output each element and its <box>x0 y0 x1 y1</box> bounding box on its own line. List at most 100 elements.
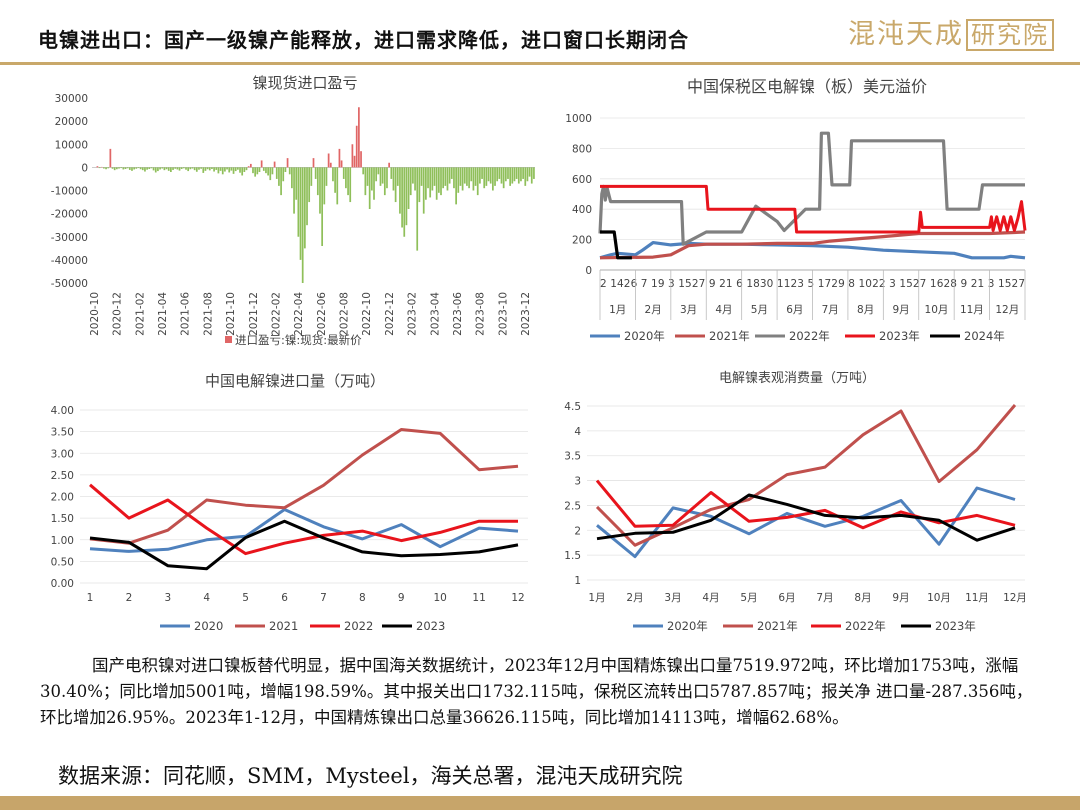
chart-import-volume: 中国电解镍进口量（万吨） 4.00 3.50 3.00 2.50 2.00 1.50 1.00… <box>51 372 528 633</box>
month-label: 1月 <box>609 304 626 316</box>
legend-label: 2022年 <box>845 619 886 633</box>
x-tick-label: 2 <box>126 592 133 604</box>
y-tick-label: 1.50 <box>51 513 74 525</box>
y-tick-label: 2.5 <box>564 500 581 512</box>
footer-bar <box>0 796 1080 810</box>
x-tick-label: 2023-08 <box>475 292 487 336</box>
month-label: 7月 <box>822 304 839 316</box>
month-label: 2月 <box>645 304 662 316</box>
chart-import-profit: 镍现货进口盈亏 30000 20000 10000 0 -10000 -20000 -3000… <box>51 74 535 347</box>
analysis-paragraph: 国产电积镍对进口镍板替代明显，据中国海关数据统计，2023年12月中国精炼镍出口… <box>40 656 1033 727</box>
series-line <box>595 404 1017 547</box>
month-label: 6月 <box>786 304 803 316</box>
y-tick-label: 2.00 <box>51 492 74 504</box>
x-tick-label: 2021-10 <box>225 292 237 336</box>
x-tick-label: 8 <box>359 592 366 604</box>
y-tick-label: 30000 <box>55 93 88 105</box>
data-source: 数据来源：同花顺，SMM，Mysteel，海关总署，混沌天成研究院 <box>58 764 683 788</box>
y-tick-label: 2 <box>574 525 581 537</box>
y-tick-label: 0 <box>81 162 88 174</box>
y-tick-label: 10000 <box>55 139 88 151</box>
legend-label: 2022年 <box>789 329 830 343</box>
y-tick-label: -30000 <box>51 232 88 244</box>
y-tick-label: 4.5 <box>564 401 581 413</box>
y-tick-label: 1.00 <box>51 535 74 547</box>
y-tick-label: -50000 <box>51 278 88 290</box>
series-line <box>600 230 632 260</box>
x-tick-label: 2020-12 <box>112 292 124 336</box>
month-label: 8月 <box>857 304 874 316</box>
x-tick-label: 11 <box>472 592 485 604</box>
legend-label: 2024年 <box>964 329 1005 343</box>
month-label: 5月 <box>751 304 768 316</box>
month-label: 9月 <box>892 304 909 316</box>
x-tick-label: 2022-06 <box>316 292 328 336</box>
chart-title: 电解镍表观消费量（万吨） <box>719 371 875 386</box>
brand-logo: 混沌天成 研究院 <box>848 12 1054 51</box>
legend-label: 2020年 <box>667 619 708 633</box>
x-tick-label: 11月 <box>965 592 989 604</box>
series-line <box>598 131 1025 246</box>
y-tick-label: 3.00 <box>51 448 74 460</box>
x-tick-label: 2023-02 <box>407 292 419 336</box>
x-tick-label: 2020-10 <box>89 292 101 336</box>
x-tick-label: 2023-06 <box>452 292 464 336</box>
header-divider <box>0 62 1080 65</box>
y-tick-label: 3.50 <box>51 427 74 439</box>
month-label: 4月 <box>715 304 732 316</box>
y-tick-label: 1000 <box>565 113 592 125</box>
x-tick-label: 2021-08 <box>202 292 214 336</box>
legend-label: 2021 <box>269 619 298 633</box>
series-line <box>89 483 518 556</box>
x-tick-label: 2023-04 <box>429 292 441 336</box>
x-tick-label: 2021-02 <box>134 292 146 336</box>
x-tick-label: 6月 <box>778 592 795 604</box>
series-line <box>599 230 1026 260</box>
chart-title: 中国电解镍进口量（万吨） <box>205 372 385 390</box>
y-tick-label: 2.50 <box>51 470 74 482</box>
x-tick-label: 2021-04 <box>157 292 169 336</box>
month-label: 12月 <box>995 304 1019 316</box>
x-tick-label: 7月 <box>816 592 833 604</box>
legend-label: 2021年 <box>757 619 798 633</box>
brand-main: 混沌天成 <box>848 19 964 50</box>
x-tick-label: 9月 <box>892 592 909 604</box>
brand-box: 研究院 <box>966 19 1054 51</box>
series-line <box>600 184 1027 234</box>
x-tick-label: 5月 <box>740 592 757 604</box>
page-title: 电镍进出口：国产一级镍产能释放，进口需求降低，进口窗口长期闭合 <box>38 28 689 52</box>
y-tick-label: -20000 <box>51 209 88 221</box>
x-tick-label: 2022-08 <box>339 292 351 336</box>
y-tick-label: 4 <box>574 426 581 438</box>
y-tick-label: 20000 <box>55 116 88 128</box>
x-tick-label: 2021-12 <box>248 292 260 336</box>
y-tick-label: 4.00 <box>51 405 74 417</box>
x-tick-label: 2023-12 <box>520 292 532 336</box>
x-tick-label: 2022-12 <box>384 292 396 336</box>
chart-title: 镍现货进口盈亏 <box>252 74 357 92</box>
x-tick-label: 10 <box>433 592 446 604</box>
series-line <box>595 479 1016 530</box>
x-tick-label: 4月 <box>702 592 719 604</box>
legend-label: 2022 <box>344 619 373 633</box>
x-tick-label: 10月 <box>927 592 951 604</box>
x-tick-label: 2022-10 <box>361 292 373 336</box>
legend-label: 进口盈亏:镍:现货:最新价 <box>235 333 362 347</box>
series-line <box>89 519 519 571</box>
series-line <box>596 486 1016 559</box>
x-tick-label: 2021-06 <box>180 292 192 336</box>
x-tick-label: 12月 <box>1003 592 1027 604</box>
x-tick-label: 9 <box>398 592 405 604</box>
legend-swatch <box>225 336 232 343</box>
month-label: 3月 <box>680 304 697 316</box>
y-tick-label: 0 <box>585 265 592 277</box>
month-label: 10月 <box>925 304 949 316</box>
x-tick-label: 6 <box>281 592 288 604</box>
chart-title: 中国保税区电解镍（板）美元溢价 <box>687 77 927 96</box>
legend-label: 2023 <box>416 619 445 633</box>
x-tick-label: 1 <box>87 592 94 604</box>
x-tick-label: 7 <box>320 592 327 604</box>
y-tick-label: -10000 <box>51 186 88 198</box>
series-line <box>89 428 519 545</box>
